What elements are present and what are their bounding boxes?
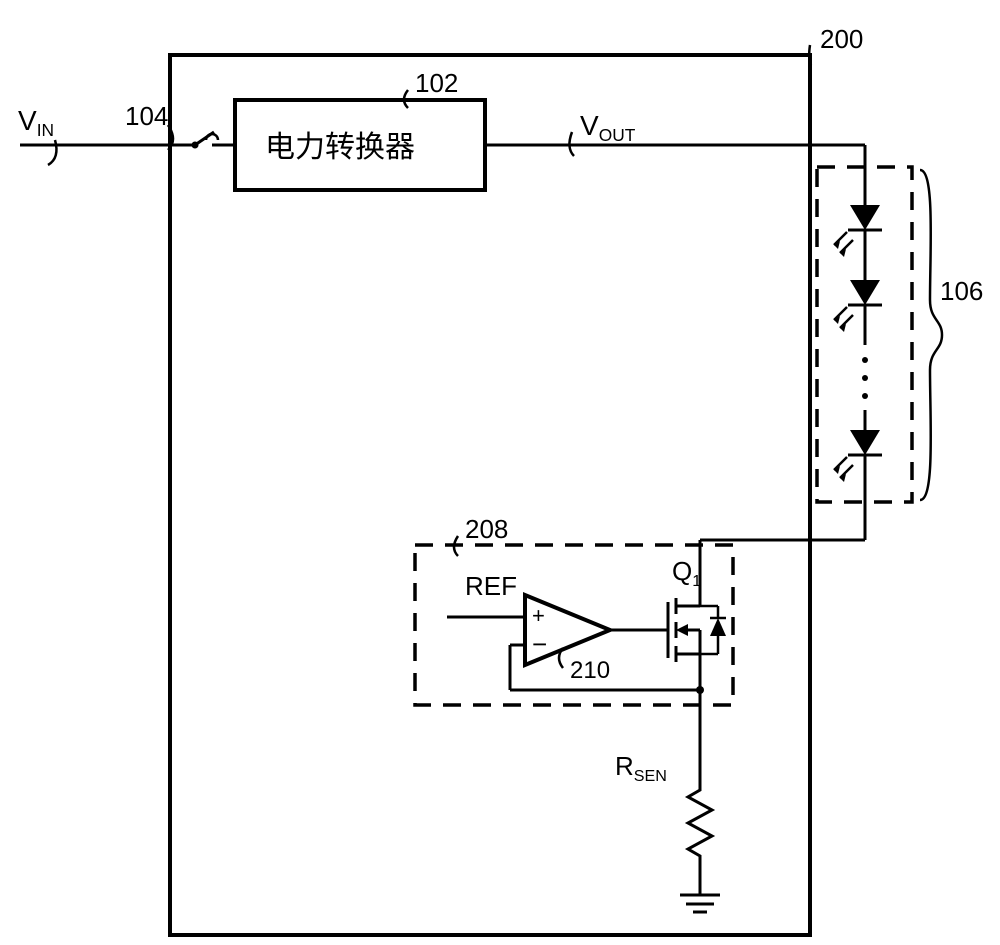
converter-label: 电力转换器	[265, 131, 415, 164]
refnum-200: 200	[820, 24, 863, 54]
led-ellipsis-dot	[862, 393, 868, 399]
bracket-210	[559, 648, 563, 668]
refnum-208: 208	[465, 514, 508, 544]
q1-label: Q1	[672, 556, 701, 590]
led-ellipsis-dot	[862, 375, 868, 381]
svg-text:+: +	[532, 603, 545, 628]
led-d1	[834, 185, 882, 260]
led-ellipsis-dot	[862, 357, 868, 363]
brace-106	[920, 170, 942, 500]
block-200-box	[170, 55, 810, 935]
svg-text:−: −	[532, 629, 547, 659]
vout-label: VOUT	[580, 110, 636, 145]
refnum-104: 104	[125, 101, 168, 131]
resistor-rsen	[688, 780, 712, 870]
circuit-diagram: 200 VIN 104 电力转换器 102 VOUT 106	[0, 0, 1000, 945]
led-dn	[834, 410, 882, 502]
refnum-106: 106	[940, 276, 983, 306]
opamp-210: + −	[525, 595, 610, 665]
refnum-210: 210	[570, 657, 610, 684]
vin-label: VIN	[18, 105, 54, 140]
refnum-102: 102	[415, 68, 458, 98]
ground-symbol	[680, 895, 720, 912]
switch-arc	[206, 134, 218, 140]
led-d2	[834, 260, 882, 345]
mosfet-q1	[668, 585, 726, 690]
rsen-label: RSEN	[615, 751, 667, 785]
ref-label: REF	[465, 571, 517, 601]
